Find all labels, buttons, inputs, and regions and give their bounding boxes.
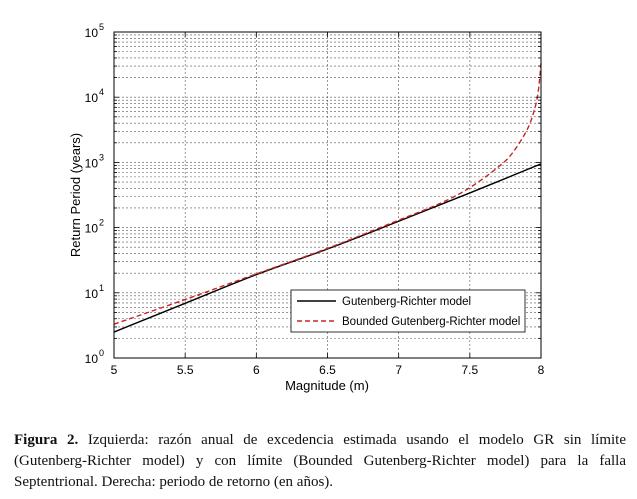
- y-tick-exponent: 1: [99, 283, 104, 293]
- x-tick-label: 5.5: [177, 363, 194, 377]
- x-axis-label: Magnitude (m): [285, 378, 369, 393]
- y-axis-label: Return Period (years): [68, 133, 83, 257]
- y-tick-label: 10: [85, 91, 99, 105]
- x-tick-label: 6.5: [319, 363, 336, 377]
- figure-label: Figura 2.: [14, 432, 79, 448]
- y-tick-exponent: 0: [99, 348, 104, 358]
- x-tick-label: 5: [111, 363, 118, 377]
- x-tick-label: 7.5: [461, 363, 478, 377]
- y-tick-label: 10: [85, 26, 99, 40]
- series-line-bounded-gutenberg-richter: [113, 63, 542, 325]
- x-tick-label: 7: [395, 363, 402, 377]
- y-tick-label: 10: [85, 156, 99, 170]
- y-tick-label: 10: [85, 222, 99, 236]
- figure-caption: Figura 2. Izquierda: razón anual de exce…: [14, 430, 626, 493]
- series-lines: [113, 63, 542, 333]
- y-tick-exponent: 3: [99, 152, 104, 162]
- grid-lines: [114, 32, 541, 359]
- figure-caption-text: Izquierda: razón anual de excedencia est…: [14, 432, 626, 490]
- legend-label: Gutenberg-Richter model: [342, 296, 471, 308]
- y-tick-label: 10: [85, 287, 99, 301]
- x-tick-label: 6: [253, 363, 260, 377]
- legend-box: [290, 289, 526, 333]
- y-tick-exponent: 5: [99, 22, 104, 32]
- x-tick-label: 8: [538, 363, 545, 377]
- y-tick-label: 10: [85, 352, 99, 366]
- y-tick-exponent: 2: [99, 218, 104, 228]
- legend: Gutenberg-Richter model Bounded Gutenberg…: [290, 289, 526, 333]
- legend-label: Bounded Gutenberg-Richter model: [342, 316, 520, 328]
- y-tick-exponent: 4: [99, 87, 104, 97]
